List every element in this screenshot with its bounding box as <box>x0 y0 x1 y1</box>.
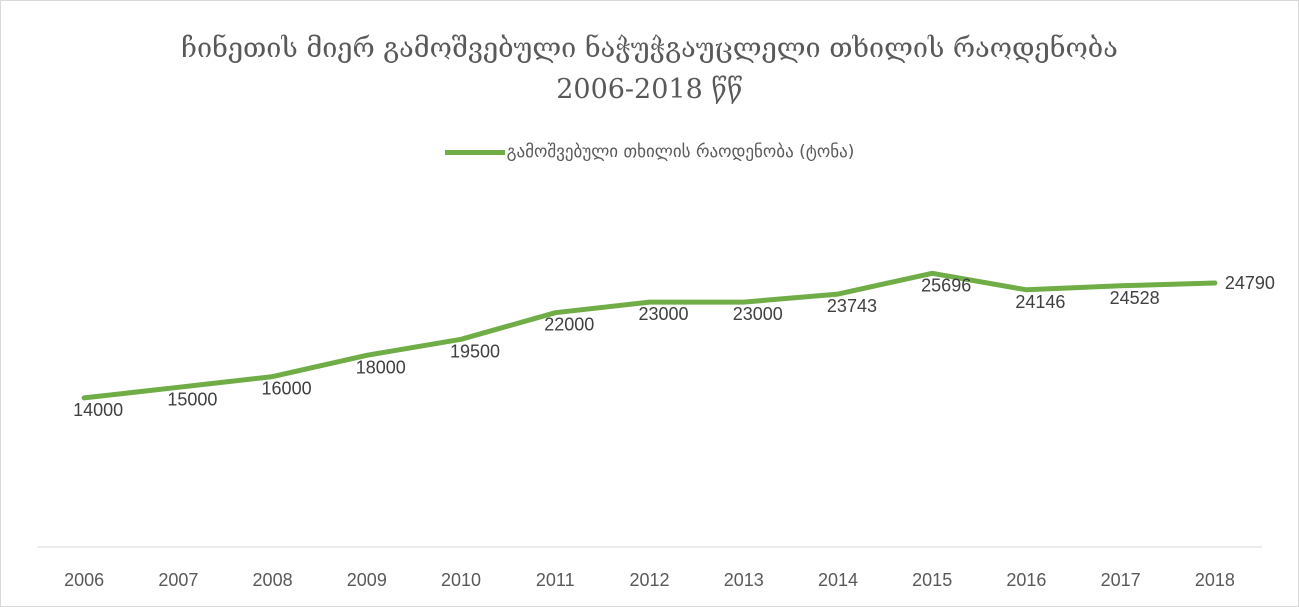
x-tick-label: 2010 <box>441 570 481 590</box>
data-label: 18000 <box>356 357 406 377</box>
x-tick-label: 2016 <box>1006 570 1046 590</box>
data-label: 19500 <box>450 341 500 361</box>
legend: გამოშვებული თხილის რაოდენობა (ტონა) <box>0 142 1299 162</box>
x-tick-label: 2014 <box>818 570 858 590</box>
x-tick-label: 2012 <box>629 570 669 590</box>
data-label: 14000 <box>73 400 123 420</box>
data-label: 23000 <box>733 304 783 324</box>
x-tick-label: 2015 <box>912 570 952 590</box>
data-label: 16000 <box>262 379 312 399</box>
x-tick-label: 2009 <box>347 570 387 590</box>
x-tick-label: 2017 <box>1101 570 1141 590</box>
data-label: 15000 <box>167 389 217 409</box>
data-label: 23743 <box>827 296 877 316</box>
x-tick-label: 2013 <box>724 570 764 590</box>
data-labels: 14000 15000 16000 18000 19500 22000 23000 23000… <box>73 273 1275 420</box>
chart-subtitle: 2006-2018 წწ <box>556 74 743 105</box>
data-label: 24146 <box>1015 292 1065 312</box>
data-label: 25696 <box>921 275 971 295</box>
series-line <box>81 270 1218 401</box>
x-tick-label: 2007 <box>158 570 198 590</box>
chart-title: ჩინეთის მიერ გამოშვებული ნაჭუჭგაუცლელი თ… <box>181 33 1118 64</box>
x-tick-labels: 2006 2007 2008 2009 2010 2011 2012 2013 2014 2015… <box>64 570 1235 590</box>
legend-swatch <box>444 149 505 155</box>
data-label: 24528 <box>1110 288 1160 308</box>
x-tick-label: 2011 <box>536 570 575 590</box>
x-tick-label: 2006 <box>64 570 104 590</box>
data-label: 22000 <box>544 315 594 335</box>
legend-label: გამოშვებული თხილის რაოდენობა (ტონა) <box>506 142 855 162</box>
data-label: 24790 <box>1225 273 1275 293</box>
x-tick-label: 2008 <box>253 570 293 590</box>
data-label: 23000 <box>638 304 688 324</box>
x-tick-label: 2018 <box>1195 570 1235 590</box>
